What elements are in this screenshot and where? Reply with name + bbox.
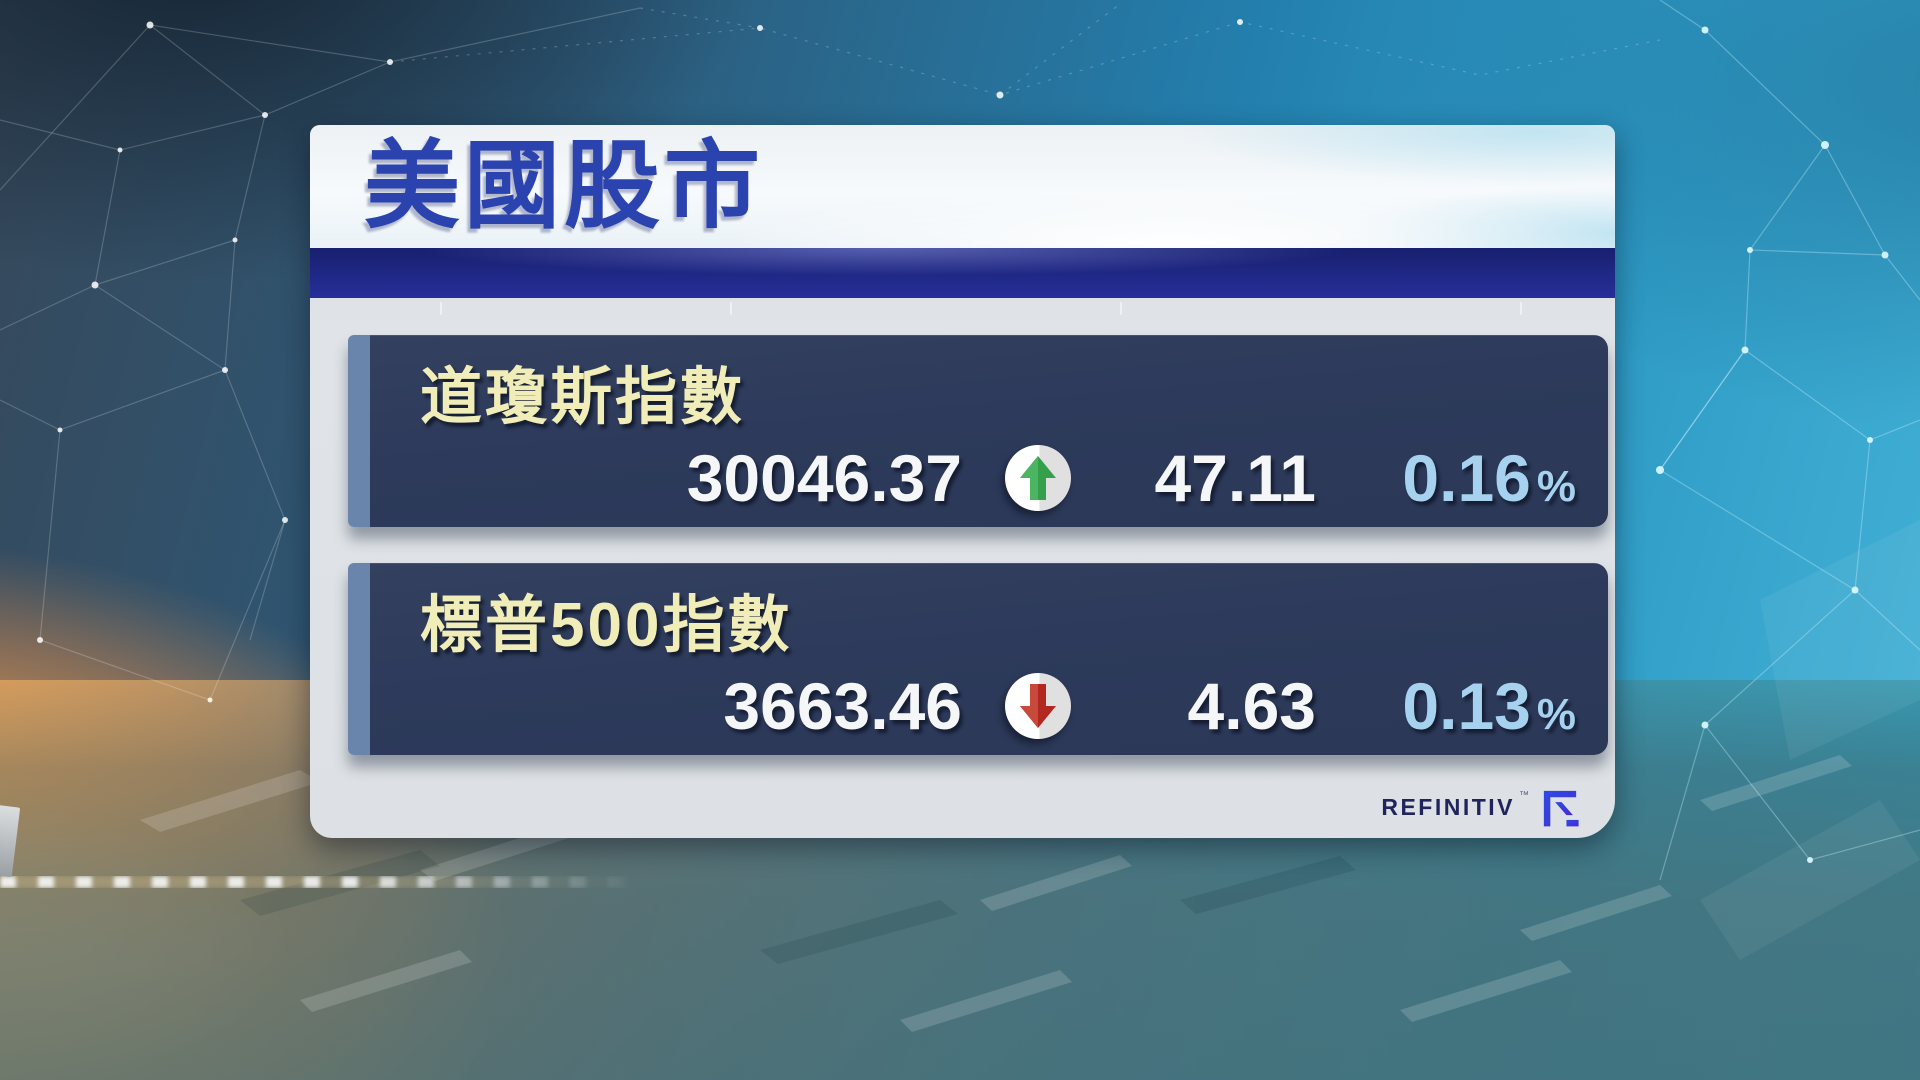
sparkle-tick <box>440 302 442 315</box>
data-source: REFINITIV ™ <box>1381 786 1581 828</box>
title-divider-bar <box>310 248 1615 298</box>
page-title: 美國股市 <box>364 133 764 240</box>
row-body: 標普500指數 3663.46 <box>370 563 1608 755</box>
sparkle-tick <box>1520 302 1522 315</box>
light-streak-decoration <box>0 876 640 888</box>
index-name: 道瓊斯指數 <box>420 363 746 432</box>
percent-sign: % <box>1536 690 1576 739</box>
refinitiv-logo-icon <box>1543 790 1579 827</box>
change-value: 47.11 <box>1154 441 1316 515</box>
index-value: 3663.46 <box>723 669 962 743</box>
sparkle-tick <box>730 302 732 315</box>
trademark-symbol: ™ <box>1519 790 1529 801</box>
index-name: 標普500指數 <box>420 591 793 660</box>
sparkle-tick <box>1120 302 1122 315</box>
percent-change: 0.16% <box>1316 440 1576 516</box>
index-row-sp500: 標普500指數 3663.46 <box>348 563 1608 755</box>
row-body: 道瓊斯指數 30046.37 <box>370 335 1608 527</box>
percent-change: 0.13% <box>1316 668 1576 744</box>
panel-header: 美國股市 <box>310 125 1615 248</box>
index-figures: 3663.46 4.63 <box>402 668 1576 744</box>
index-value: 30046.37 <box>686 441 962 515</box>
index-row-dow-jones: 道瓊斯指數 30046.37 <box>348 335 1608 527</box>
down-arrow-icon <box>1020 684 1056 728</box>
percent-sign: % <box>1536 462 1576 511</box>
change-direction-icon <box>970 673 1106 739</box>
row-accent-stripe <box>348 563 370 755</box>
percent-number: 0.16 <box>1402 441 1531 515</box>
change-value: 4.63 <box>1187 669 1316 743</box>
up-arrow-icon <box>1020 456 1056 500</box>
refinitiv-wordmark: REFINITIV <box>1381 793 1515 820</box>
arrow-badge <box>1005 673 1071 739</box>
market-panel: 美國股市 道瓊斯指數 30046.37 <box>310 125 1615 838</box>
row-accent-stripe <box>348 335 370 527</box>
arrow-badge <box>1005 445 1071 511</box>
index-figures: 30046.37 47.11 <box>402 440 1576 516</box>
percent-number: 0.13 <box>1402 669 1531 743</box>
change-direction-icon <box>970 445 1106 511</box>
